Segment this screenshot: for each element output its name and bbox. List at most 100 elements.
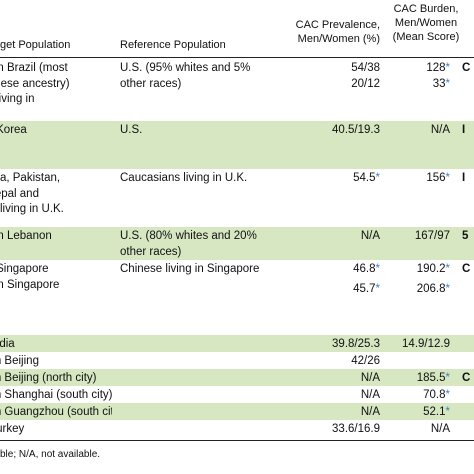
cac-prevalence-cell: 42/26 [282, 354, 380, 370]
significance-asterisk: * [445, 282, 450, 295]
target-population-cell: iving in Brazil (most ortuguese ancestry)… [0, 61, 112, 123]
table-row: ng in Singapore iving in Singapore Chinese… [0, 260, 474, 335]
significance-asterisk: * [445, 62, 450, 74]
cac-prevalence-cell: 54/38 20/12 [282, 61, 380, 92]
value-text: 33.6/16.9 [332, 423, 380, 435]
value-text: 40.5/19.3 [332, 124, 380, 136]
value-text: N/A [430, 423, 450, 435]
significance-asterisk: * [445, 372, 450, 384]
value-text: 20/12 [351, 77, 380, 90]
target-population-cell: ng in Singapore iving in Singapore [0, 262, 112, 293]
table-row: ving in Beijing 42/26 [0, 352, 474, 369]
cac-burden-value: 14.9/12.9 [380, 337, 450, 353]
cac-prevalence-value: 39.8/25.3 [282, 337, 380, 353]
cac-burden-value: 70.8* [380, 388, 450, 404]
header-cac-burden: CAC Burden, Men/Women (Mean Score) [380, 2, 472, 44]
bottom-rule [0, 440, 474, 441]
target-population-cell: n (India, Pakistan, ka, Nepal and desh) li… [0, 171, 112, 218]
reference-population-cell: Chinese living in Singapore [120, 262, 280, 278]
target-population-line: desh) living in U.K. [0, 203, 64, 215]
target-population-line: ving in Shanghai (south city) [0, 389, 112, 401]
target-population-line: iving in Brazil (most [0, 62, 68, 74]
target-population-line: ng in Singapore [0, 263, 49, 275]
target-population-line: g in India [0, 338, 15, 350]
reference-population-cell: Caucasians living in U.K. [120, 171, 280, 187]
cac-burden-value: 167/97 [380, 229, 450, 245]
cac-burden-cell: 52.1* [380, 405, 450, 421]
significance-asterisk: * [445, 406, 450, 418]
extra-column-cell: C [462, 372, 471, 384]
reference-population-line: other races) [120, 245, 182, 258]
header-cac-prevalence: CAC Prevalence, Men/Women (%) [282, 18, 380, 46]
table-row: ving in Guangzhou (south city) N/A52.1* [0, 403, 474, 420]
target-population-cell: ving in Guangzhou (south city) [0, 405, 112, 421]
cac-prevalence-cell: 54.5* [282, 171, 380, 187]
reference-population-cell: U.S. [120, 123, 280, 139]
value-text: 14.9/12.9 [402, 338, 450, 350]
significance-asterisk: * [445, 263, 450, 275]
significance-asterisk: * [445, 389, 450, 401]
target-population-line: ving in Beijing (north city) [0, 372, 97, 384]
value-text: 167/97 [414, 230, 450, 242]
value-text: N/A [360, 372, 380, 384]
cac-burden-value: N/A [380, 422, 450, 438]
cac-burden-value: 185.5* [380, 371, 450, 387]
cac-prevalence-value: 54.5* [282, 171, 380, 187]
target-population-cell: ving in Shanghai (south city) [0, 388, 112, 404]
cac-burden-cell: N/A [380, 422, 450, 438]
reference-population-cell: U.S. (80% whites and 20% other races) [120, 229, 280, 260]
cac-prevalence-value: N/A [282, 371, 380, 387]
significance-asterisk: * [445, 172, 450, 184]
cac-prevalence-cell: 39.8/25.3 [282, 337, 380, 353]
value-text: 206.8 [416, 282, 446, 295]
extra-column-cell: C [462, 263, 471, 275]
header-cac-burden-line-3: (Mean Score) [392, 31, 460, 43]
cac-prevalence-cell: 33.6/16.9 [282, 422, 380, 438]
target-population-line: iving in Singapore [0, 278, 60, 291]
cac-prevalence-cell: N/A [282, 371, 380, 387]
cac-prevalence-value: 42/26 [282, 354, 380, 370]
cac-prevalence-cell: N/A [282, 405, 380, 421]
value-text: 128 [426, 62, 446, 74]
value-text: 54.5 [353, 172, 376, 184]
header-cac-prevalence-line-1: CAC Prevalence, [295, 19, 380, 31]
header-reference-population: Reference Population [120, 39, 226, 51]
significance-asterisk: * [445, 77, 450, 90]
target-population-cell: ving in Beijing [0, 354, 112, 370]
value-text: 185.5 [416, 372, 446, 384]
cac-burden-value: 190.2* [380, 262, 450, 278]
reference-population-cell: U.S. (95% whites and 5% other races) [120, 61, 280, 92]
cac-burden-cell: 70.8* [380, 388, 450, 404]
cac-prevalence-value: 46.8* [282, 262, 380, 278]
target-population-cell: iving in Lebanon [0, 229, 112, 245]
extra-column-cell: I [462, 172, 466, 184]
extra-column-cell: C [462, 62, 471, 74]
table-row: n (India, Pakistan, ka, Nepal and desh) li… [0, 169, 474, 227]
extra-column-cell: I [462, 124, 466, 136]
cac-prevalence-value: N/A [282, 229, 380, 245]
reference-population-line: U.S. (95% whites and 5% [120, 62, 251, 74]
cac-prevalence-value: N/A [282, 388, 380, 404]
value-text: 70.8 [423, 389, 446, 401]
reference-population-line: U.S. [120, 124, 143, 136]
cac-burden-cell: 185.5* [380, 371, 450, 387]
value-text: N/A [360, 230, 380, 242]
target-population-line: ng in Korea [0, 124, 27, 136]
target-population-line: iving in Lebanon [0, 230, 52, 242]
cac-burden-value: 206.8* [380, 282, 450, 298]
target-population-cell: g in Turkey [0, 422, 112, 438]
cac-burden-cell: 190.2* 206.8* [380, 262, 450, 297]
table-row: iving in Brazil (most ortuguese ancestry)… [0, 59, 474, 121]
cac-prevalence-cell: N/A [282, 388, 380, 404]
value-text: N/A [430, 124, 450, 136]
cac-prevalence-value: 40.5/19.3 [282, 123, 380, 139]
header-cac-prevalence-line-2: Men/Women (%) [297, 33, 380, 45]
header-rule [0, 57, 474, 58]
table-row: g in India 39.8/25.3 14.9/12.9 [0, 335, 474, 352]
header-cac-burden-line-1: CAC Burden, [393, 3, 459, 15]
target-population-line: uese living in [0, 93, 35, 105]
value-text: 33 [432, 77, 446, 90]
target-population-cell: g in India [0, 337, 112, 353]
cac-prevalence-cell: 46.8* 45.7* [282, 262, 380, 297]
cac-burden-value: 33* [380, 77, 450, 93]
